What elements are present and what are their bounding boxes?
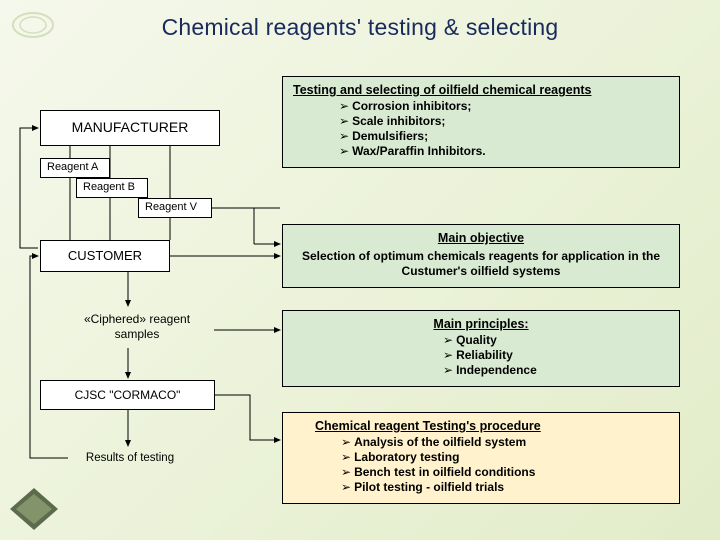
panel4-item: Analysis of the oilfield system [341,435,526,449]
box-customer: CUSTOMER [40,240,170,272]
panel1-item: Demulsifiers; [339,129,428,143]
panel3-item: Independence [443,363,537,377]
panel1-item: Wax/Paraffin Inhibitors. [339,144,486,158]
box-reagent-b: Reagent B [76,178,148,198]
box-reagent-a: Reagent A [40,158,110,178]
panel4-item: Bench test in oilfield conditions [341,465,535,479]
panel3-title: Main principles: [433,317,528,331]
panel2-title: Main objective [293,231,669,247]
panel-testing-procedure: Chemical reagent Testing's procedure Ana… [282,412,680,504]
box-reagent-v: Reagent V [138,198,212,218]
panel-testing-selecting: Testing and selecting of oilfield chemic… [282,76,680,168]
panel-main-principles: Main principles: Quality Reliability Ind… [282,310,680,387]
logo-watermark-top [10,10,56,40]
label-results: Results of testing [70,448,190,468]
panel3-item: Reliability [443,348,513,362]
panel3-item: Quality [443,333,497,347]
page-title: Chemical reagents' testing & selecting [0,0,720,59]
panel-main-objective: Main objective Selection of optimum chem… [282,224,680,288]
panel4-item: Pilot testing - oilfield trials [341,480,504,494]
panel1-item: Corrosion inhibitors; [339,99,471,113]
label-ciphered: «Ciphered» reagent samples [62,308,212,346]
panel4-title: Chemical reagent Testing's procedure [315,419,541,433]
panel1-title: Testing and selecting of oilfield chemic… [293,83,591,97]
panel1-item: Scale inhibitors; [339,114,445,128]
box-cjsc: CJSC "CORMACO" [40,380,215,410]
logo-bottom [8,486,60,532]
panel4-item: Laboratory testing [341,450,459,464]
panel2-body: Selection of optimum chemicals reagents … [302,249,660,278]
box-manufacturer: MANUFACTURER [40,110,220,146]
